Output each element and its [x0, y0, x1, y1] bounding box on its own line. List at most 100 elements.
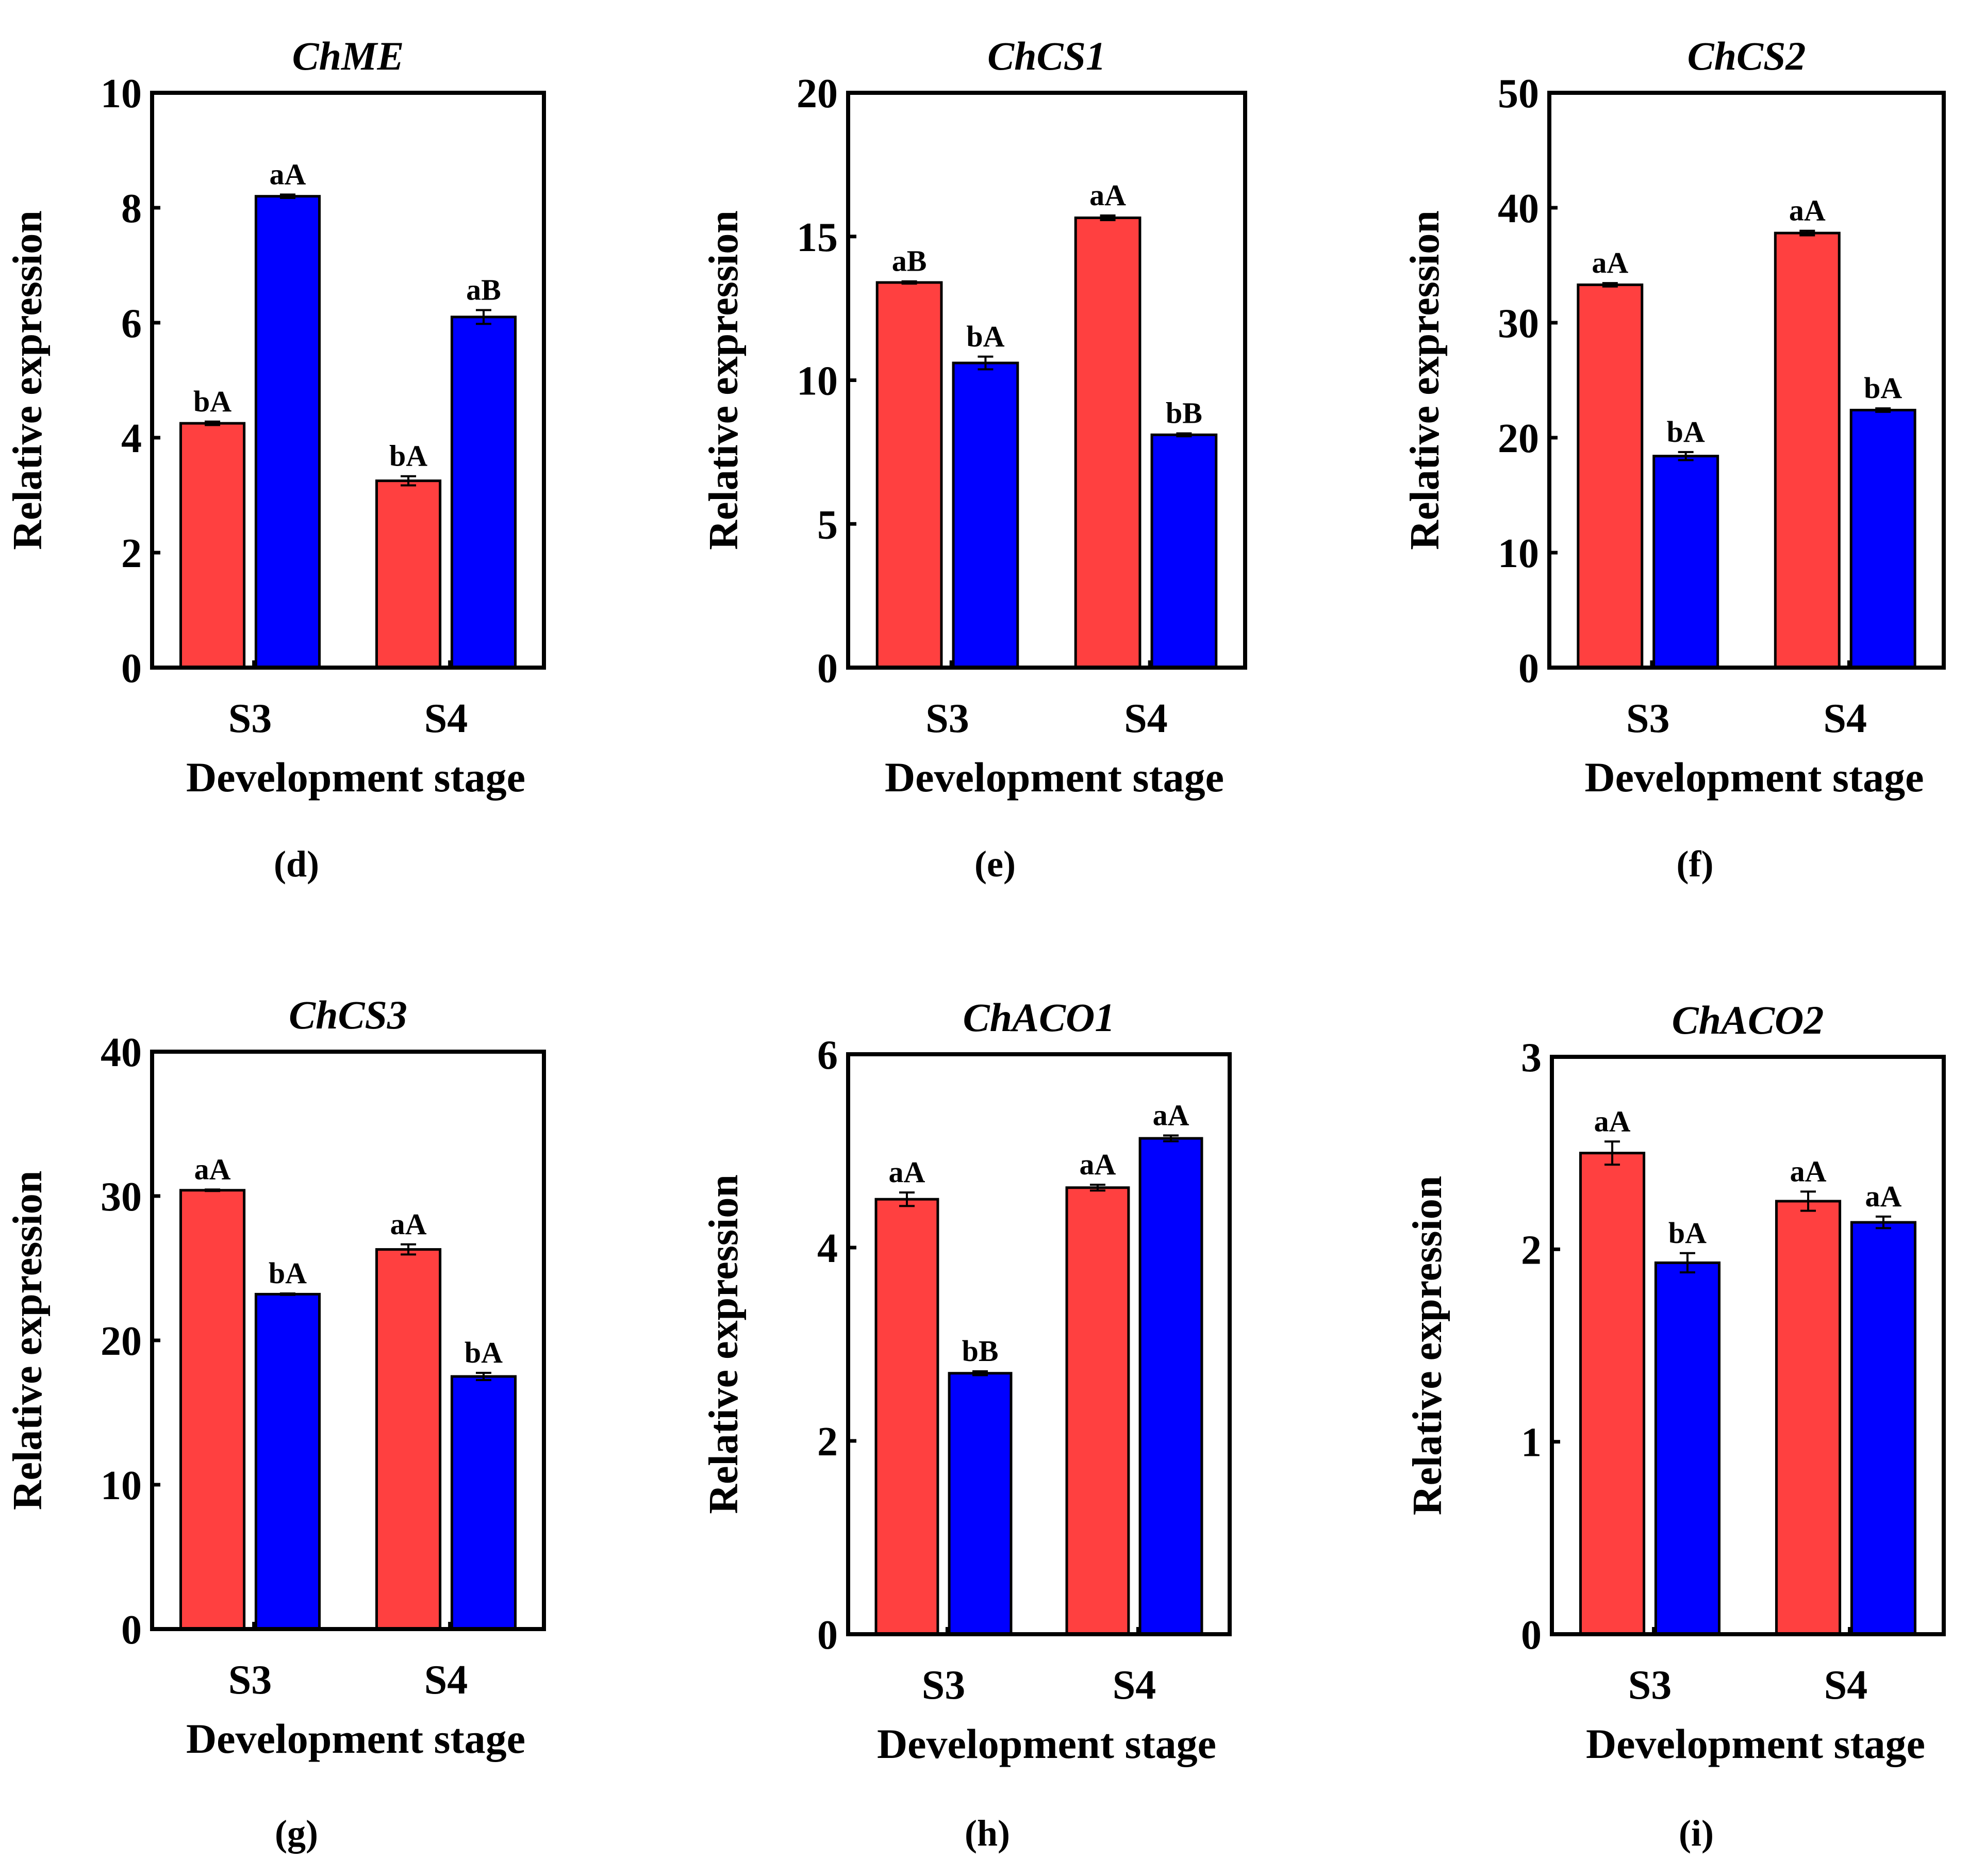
y-tick-label: 2: [817, 1419, 838, 1465]
y-tick-label: 10: [101, 71, 142, 117]
y-tick-label: 0: [1521, 1613, 1542, 1658]
panel-label: (e): [974, 843, 1016, 885]
chart-panel-0: ChME 0 2 4 6 8 10 Relative expression bA aA bA aB S3…: [5, 34, 546, 885]
y-tick-label: 3: [1521, 1035, 1542, 1081]
bar-red-S3: [179, 1189, 246, 1631]
significance-label: bA: [966, 320, 1004, 353]
y-tick-label: 40: [1498, 186, 1539, 231]
plot-frame: [846, 91, 1247, 670]
significance-label: bA: [1667, 415, 1705, 449]
y-tick-label: 0: [121, 1607, 142, 1653]
chart-title: ChACO2: [1672, 998, 1824, 1042]
x-tick-label: S4: [1824, 1663, 1868, 1708]
y-axis-title: Relative expression: [5, 1171, 51, 1510]
bar-blue-S3: [254, 1292, 321, 1631]
bar-blue-S3: [1652, 455, 1719, 669]
significance-label: bA: [1668, 1216, 1707, 1250]
bar-red-S4: [375, 479, 442, 669]
y-tick-label: 1: [1521, 1420, 1542, 1466]
y-tick-label: 20: [1498, 416, 1539, 461]
significance-label: aA: [1594, 1104, 1631, 1138]
x-tick-label: S3: [925, 696, 969, 741]
bar-red-S4: [1774, 231, 1841, 669]
bar-red-S4: [375, 1248, 442, 1631]
x-axis-title: Development stage: [877, 1720, 1216, 1767]
significance-label: bA: [269, 1256, 307, 1290]
chart-title: ChACO1: [963, 995, 1115, 1040]
y-tick-label: 30: [1498, 301, 1539, 346]
y-tick-label: 5: [817, 502, 838, 547]
x-tick-label: S4: [424, 696, 468, 741]
plot-frame: [1550, 1055, 1946, 1636]
y-tick-label: 4: [817, 1226, 838, 1271]
chart-title: ChME: [292, 34, 404, 78]
x-tick-label: S3: [228, 1657, 272, 1703]
bar-red-S3: [874, 1198, 939, 1636]
y-tick-label: 2: [1521, 1227, 1542, 1273]
chart-title: ChCS1: [987, 34, 1106, 78]
bar-blue-S4: [1138, 1137, 1203, 1636]
x-axis-title: Development stage: [186, 1715, 525, 1762]
chart-panel-5: ChACO2 0 1 2 3 Relative expression aA bA aA aA S3 S…: [1405, 998, 1946, 1854]
x-axis-title: Development stage: [885, 754, 1224, 801]
bar-blue-S4: [450, 1375, 517, 1631]
significance-label: aA: [270, 157, 306, 191]
plot-frame: [1547, 91, 1946, 670]
x-tick-label: S4: [1113, 1663, 1156, 1708]
y-tick-label: 2: [121, 531, 142, 576]
chart-title: ChCS3: [289, 992, 407, 1037]
chart-panel-3: ChCS3 0 10 20 30 40 Relative expression aA bA aA b…: [5, 992, 546, 1854]
bar-blue-S4: [450, 316, 517, 669]
bar-red-S3: [1577, 283, 1644, 669]
bar-blue-S4: [1850, 1221, 1917, 1636]
y-tick-label: 20: [797, 71, 838, 117]
significance-label: aA: [390, 1207, 427, 1241]
x-tick-label: S3: [1628, 1663, 1672, 1708]
bar-blue-S3: [948, 1372, 1013, 1636]
y-axis-title: Relative expression: [701, 210, 747, 550]
x-tick-label: S3: [1626, 696, 1670, 741]
x-axis-title: Development stage: [186, 754, 525, 801]
x-tick-label: S4: [1824, 696, 1867, 741]
significance-label: aB: [466, 273, 501, 306]
chart-panel-4: ChACO1 0 2 4 6 Relative expression aA bB aA aA S3 S…: [701, 995, 1232, 1854]
x-tick-label: S3: [922, 1663, 966, 1708]
bar-red-S4: [1775, 1200, 1842, 1636]
significance-label: bB: [1166, 396, 1202, 430]
y-tick-label: 0: [817, 646, 838, 691]
bar-blue-S3: [1654, 1261, 1721, 1636]
panel-label: (i): [1679, 1813, 1714, 1854]
y-tick-label: 40: [101, 1030, 142, 1075]
significance-label: aA: [1789, 194, 1826, 227]
significance-label: aA: [1080, 1148, 1116, 1181]
chart-panel-2: ChCS2 0 10 20 30 40 50 Relative expression aA bA a…: [1402, 34, 1946, 885]
y-tick-label: 0: [817, 1613, 838, 1658]
y-tick-label: 10: [1498, 531, 1539, 576]
bar-red-S3: [1579, 1152, 1646, 1636]
bar-blue-S3: [254, 195, 321, 669]
y-tick-label: 4: [121, 416, 142, 461]
y-tick-label: 6: [817, 1033, 838, 1078]
y-axis-title: Relative expression: [1402, 210, 1448, 550]
significance-label: aA: [1592, 246, 1628, 279]
significance-label: aA: [1865, 1180, 1902, 1213]
y-tick-label: 10: [797, 359, 838, 404]
chart-panel-1: ChCS1 0 5 10 15 20 Relative expression aB bA aA bB…: [701, 34, 1247, 885]
y-axis-title: Relative expression: [5, 210, 51, 550]
significance-label: aA: [1089, 178, 1126, 212]
bar-red-S3: [179, 422, 246, 669]
plot-frame: [846, 1052, 1232, 1636]
y-tick-label: 6: [121, 301, 142, 346]
panel-label: (d): [274, 843, 319, 885]
plot-frame: [150, 1050, 546, 1631]
bar-blue-S3: [952, 361, 1019, 669]
panel-label: (h): [965, 1813, 1010, 1854]
x-axis-title: Development stage: [1584, 754, 1924, 801]
significance-label: bA: [1864, 371, 1902, 405]
y-axis-title: Relative expression: [1405, 1176, 1450, 1515]
y-tick-label: 0: [121, 646, 142, 691]
bar-red-S4: [1074, 217, 1141, 669]
y-tick-label: 8: [121, 186, 142, 231]
x-tick-label: S4: [1124, 696, 1168, 741]
